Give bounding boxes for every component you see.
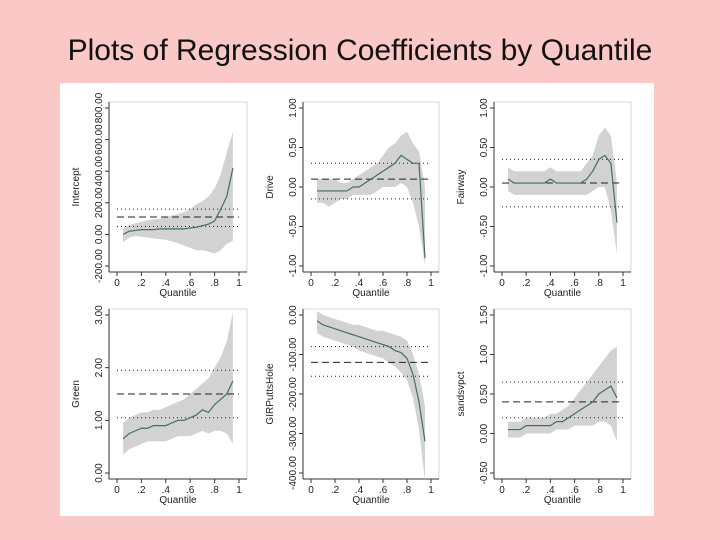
quantile-coefficient-line [122,167,234,235]
y-tick-label: 200.00 [94,187,105,218]
quantile-coefficient-line [316,320,426,442]
x-tick-label: 0 [499,278,505,289]
x-tick-label: 0 [114,485,120,496]
x-tick-label: 0 [114,278,120,289]
y-tick-label: -200.00 [94,249,105,283]
x-tick-label: .8 [595,485,604,496]
x-tick-label: 1 [428,485,434,496]
panel-green: 0.00 1.00 2.00 3.00 0 .2 .4 .6 .8 1 Quantile Green [71,305,248,506]
y-axis-title: Fairway [456,169,467,204]
x-tick-label: .2 [331,485,340,496]
x-tick-label: 1 [236,278,242,289]
y-tick-label: 0.00 [288,177,299,197]
y-tick-label: 0.50 [479,137,490,157]
y-tick-label: -100.00 [288,337,299,371]
x-tick-label: .4 [355,278,364,289]
y-axis-title: sandsvpct [456,371,467,416]
x-tick-label: .8 [210,485,219,496]
y-tick-label: 800.00 [94,92,105,123]
y-tick-label: 0.00 [479,177,490,197]
x-axis-title: Quantile [159,288,197,299]
x-axis-title: Quantile [352,495,390,506]
quantile-coefficient-line [508,385,618,431]
x-tick-label: .6 [186,485,195,496]
confidence-band [317,131,425,266]
y-tick-label: 1.00 [479,98,490,118]
x-tick-label: .8 [210,278,219,289]
panel-drive: -1.00 -0.50 0.00 0.50 1.00 0 .2 .4 .6 .8 1 Quantile… [265,98,440,299]
x-tick-label: .2 [137,485,146,496]
x-axis-title: Quantile [544,495,582,506]
panel-girputtshole: -400.00 -300.00 -200.00 -100.00 0.00 0 .2 .4 .6.… [265,305,440,506]
y-tick-label: -0.50 [288,215,299,238]
x-tick-label: .6 [570,485,579,496]
x-tick-label: .2 [331,278,340,289]
x-tick-label: .6 [570,278,579,289]
y-tick-label: 1.00 [288,98,299,118]
quantile-coefficient-line [122,380,234,440]
x-axis-title: Quantile [544,288,582,299]
x-tick-label: 1 [620,278,626,289]
x-tick-label: 0 [308,485,314,496]
y-axis-title: Intercept [71,167,82,206]
x-tick-label: 1 [428,278,434,289]
x-tick-label: 0 [308,278,314,289]
y-tick-label: 0.00 [288,305,299,325]
y-tick-label: 2.00 [94,357,105,377]
x-tick-label: .4 [546,278,555,289]
y-tick-label: 0.00 [479,423,490,443]
y-tick-label: -1.00 [479,254,490,277]
y-tick-label: -200.00 [288,377,299,411]
x-tick-label: .6 [186,278,195,289]
y-tick-label: -400.00 [288,456,299,490]
x-axis-title: Quantile [352,288,390,299]
panel-fairway: -1.00 -0.50 0.00 0.50 1.00 0 .2 .4 .6 .8 1 Quantile… [456,98,632,299]
y-tick-label: -0.50 [479,461,490,484]
x-tick-label: .4 [355,485,364,496]
x-tick-label: .8 [595,278,604,289]
x-tick-label: .2 [522,278,531,289]
confidence-band [317,311,425,481]
y-tick-label: 600.00 [94,124,105,155]
quantile-coefficient-line [507,154,618,223]
x-tick-label: .8 [403,485,412,496]
confidence-band [508,127,617,255]
y-tick-label: 0.50 [288,137,299,157]
y-axis-title: Green [71,380,82,408]
y-tick-label: 1.00 [94,410,105,430]
x-tick-label: .2 [522,485,531,496]
y-tick-label: 3.00 [94,305,105,325]
x-axis-title: Quantile [159,495,197,506]
y-tick-label: -1.00 [288,254,299,277]
y-tick-label: 0.00 [94,224,105,244]
y-axis-title: GIRPuttsHole [265,363,276,425]
chart-figure: -200.00 0.00 200.00 400.00 600.00 800.00 0 .2 .4… [60,83,654,516]
y-axis-title: Drive [265,175,276,199]
x-tick-label: .6 [379,278,388,289]
y-tick-label: 400.00 [94,155,105,186]
x-tick-label: .4 [162,485,171,496]
confidence-band [508,346,617,442]
y-tick-label: -300.00 [288,416,299,450]
slide-title: Plots of Regression Coefficients by Quan… [67,34,653,67]
x-tick-label: 0 [499,485,505,496]
y-tick-label: 1.00 [479,344,490,364]
x-tick-label: .8 [403,278,412,289]
x-tick-label: 1 [236,485,242,496]
y-tick-label: 1.50 [479,305,490,325]
x-tick-label: .4 [546,485,555,496]
panel-sandsvpct: -0.50 0.00 0.50 1.00 1.50 0 .2 .4 .6 .8 1 Quantile s… [456,305,632,506]
x-tick-label: .4 [162,278,171,289]
confidence-band [123,131,233,254]
y-tick-label: -0.50 [479,215,490,238]
y-tick-label: 0.50 [479,384,490,404]
confidence-band [123,312,233,455]
x-tick-label: 1 [620,485,626,496]
x-tick-label: .2 [137,278,146,289]
quantile-coefficient-line [317,154,426,259]
x-tick-label: .6 [379,485,388,496]
y-tick-label: 0.00 [94,463,105,483]
